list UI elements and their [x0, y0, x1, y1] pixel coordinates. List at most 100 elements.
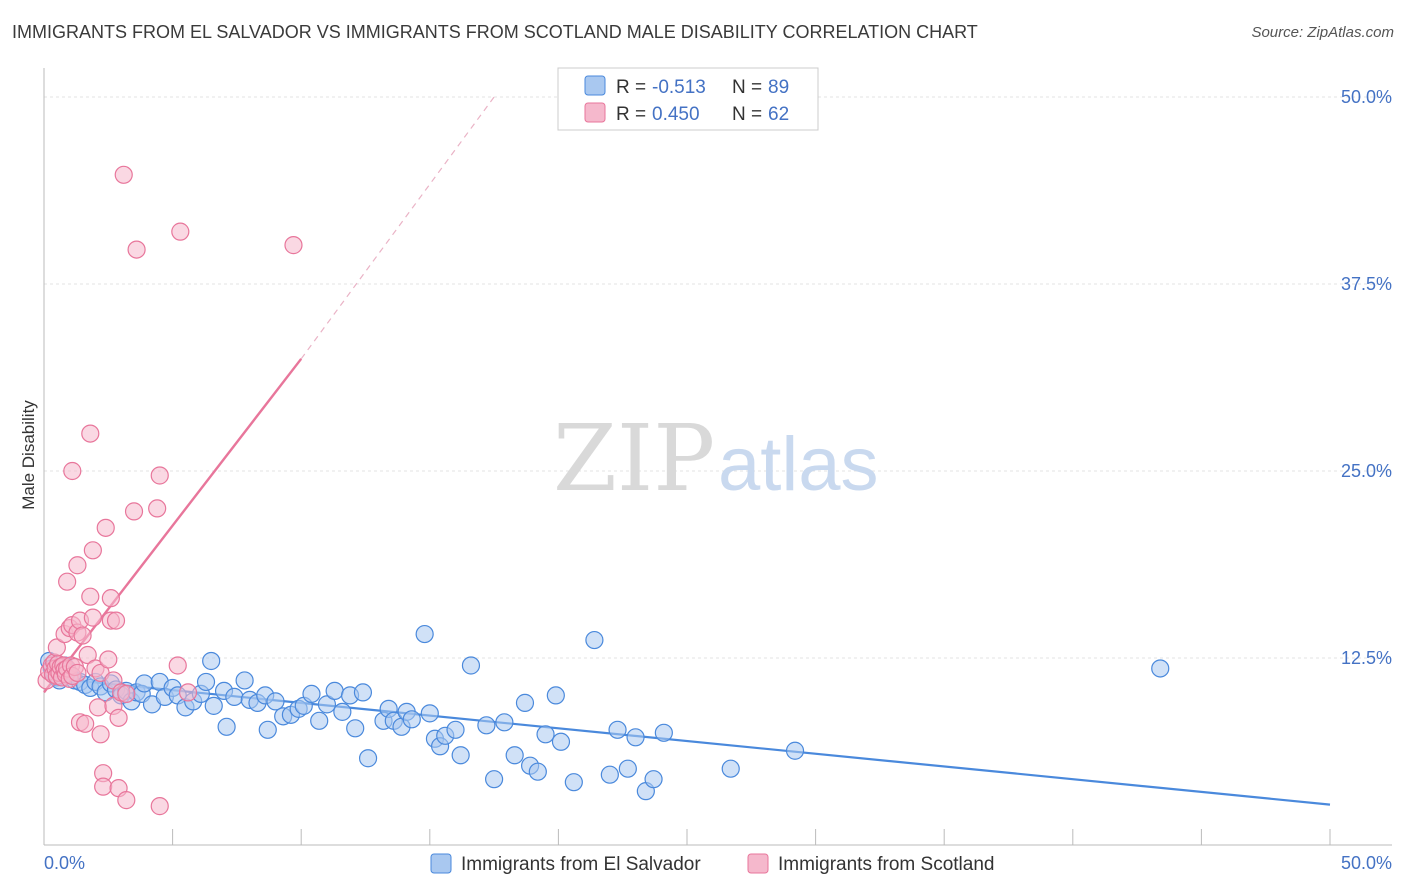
point-el-salvador-47 — [302, 684, 321, 704]
point-el-salvador-42 — [266, 692, 285, 711]
point-scotland-35 — [91, 725, 110, 744]
point-el-salvador-49 — [317, 695, 337, 714]
point-el-salvador-78 — [546, 686, 565, 705]
point-el-salvador-67 — [446, 720, 465, 739]
point-el-salvador-41 — [258, 720, 277, 739]
point-scotland-28 — [68, 556, 87, 575]
series-swatch-pink — [747, 853, 769, 874]
point-scotland-27 — [58, 572, 77, 591]
legend-r-label-2: R = — [616, 104, 646, 125]
point-scotland-51 — [124, 502, 144, 521]
point-scotland-55 — [150, 797, 169, 816]
point-el-salvador-50 — [325, 681, 344, 701]
point-el-salvador-70 — [477, 716, 496, 735]
y-tick-label-2: 37.5% — [1341, 274, 1392, 294]
point-el-salvador-90 — [785, 741, 805, 760]
point-el-salvador-85 — [626, 728, 645, 747]
point-scotland-61 — [63, 461, 82, 481]
point-scotland-54 — [150, 466, 169, 485]
point-el-salvador-81 — [585, 630, 604, 650]
watermark-zip: ZIP — [553, 405, 715, 512]
point-el-salvador-48 — [310, 711, 329, 730]
point-el-salvador-91 — [1151, 659, 1170, 678]
legend-r-label-1: R = — [616, 77, 646, 98]
point-el-salvador-55 — [358, 749, 378, 768]
point-scotland-45 — [106, 611, 126, 630]
ticks: 12.5% 25.0% 37.5% 50.0% 0.0% 50.0% — [44, 87, 1392, 873]
y-tick-label-1: 25.0% — [1341, 461, 1392, 481]
point-el-salvador-73 — [505, 746, 524, 765]
stats-legend: R = -0.513 N = 89 R = 0.450 N = 62 — [557, 67, 819, 131]
watermark-atlas: atlas — [718, 422, 879, 507]
series-swatch-blue — [430, 853, 452, 874]
point-scotland-29 — [78, 645, 97, 665]
point-scotland-58 — [178, 683, 198, 702]
point-el-salvador-71 — [485, 770, 504, 789]
point-scotland-57 — [171, 222, 190, 241]
point-el-salvador-32 — [202, 651, 221, 671]
point-el-salvador-79 — [551, 732, 571, 751]
chart-title: IMMIGRANTS FROM EL SALVADOR VS IMMIGRANT… — [12, 22, 978, 42]
point-el-salvador-68 — [451, 746, 470, 765]
point-el-salvador-63 — [420, 704, 439, 723]
point-el-salvador-82 — [600, 765, 619, 784]
point-el-salvador-88 — [654, 723, 673, 742]
point-scotland-47 — [109, 708, 128, 727]
y-tick-label-3: 50.0% — [1341, 87, 1392, 107]
point-el-salvador-84 — [618, 759, 637, 778]
point-el-salvador-72 — [495, 713, 514, 732]
point-scotland-62 — [81, 424, 100, 443]
trend-line-scotland-extension — [300, 96, 495, 360]
point-scotland-19 — [68, 663, 87, 683]
point-scotland-52 — [127, 240, 146, 259]
point-scotland-34 — [88, 698, 108, 717]
grid — [44, 96, 1392, 659]
x-tick-label-min: 0.0% — [44, 853, 85, 873]
point-scotland-26 — [73, 626, 92, 645]
point-scotland-49 — [117, 684, 136, 704]
point-scotland-31 — [83, 608, 102, 627]
point-el-salvador-61 — [402, 710, 421, 729]
source-label: Source: ZipAtlas.com — [1251, 24, 1394, 41]
point-scotland-30 — [81, 587, 100, 606]
point-scotland-40 — [99, 650, 118, 669]
point-el-salvador-89 — [721, 759, 740, 778]
legend-swatch-blue — [584, 75, 606, 96]
point-el-salvador-62 — [415, 624, 434, 644]
point-el-salvador-74 — [515, 693, 535, 712]
x-tick-label-max: 50.0% — [1341, 853, 1392, 873]
point-el-salvador-87 — [644, 770, 663, 789]
axes — [43, 68, 1392, 846]
series-legend: Immigrants from El Salvador Immigrants f… — [430, 853, 994, 875]
point-el-salvador-80 — [564, 773, 583, 792]
point-scotland-60 — [76, 714, 95, 733]
point-el-salvador-33 — [204, 696, 223, 715]
point-scotland-50 — [117, 791, 136, 810]
y-axis-label: Male Disability — [19, 400, 38, 510]
point-el-salvador-54 — [353, 683, 373, 702]
series-label-scotland: Immigrants from Scotland — [778, 854, 994, 875]
point-scotland-63 — [114, 165, 133, 184]
legend-n-label-1: N = — [732, 77, 762, 98]
y-tick-label-0: 12.5% — [1341, 648, 1392, 668]
legend-n-value-1: 89 — [768, 77, 789, 98]
legend-n-value-2: 62 — [768, 104, 789, 125]
point-el-salvador-77 — [536, 725, 555, 744]
point-el-salvador-37 — [235, 671, 254, 690]
series-label-el-salvador: Immigrants from El Salvador — [461, 854, 701, 875]
point-scotland-53 — [148, 499, 167, 518]
legend-r-value-2: 0.450 — [652, 104, 700, 125]
point-scotland-32 — [83, 541, 102, 560]
point-el-salvador-76 — [528, 762, 547, 781]
point-el-salvador-51 — [333, 702, 352, 721]
point-scotland-41 — [101, 589, 120, 608]
point-el-salvador-83 — [608, 720, 627, 739]
point-scotland-39 — [96, 518, 115, 537]
point-scotland-56 — [168, 656, 187, 675]
data-points — [37, 165, 1170, 816]
point-el-salvador-53 — [346, 719, 365, 738]
point-scotland-64 — [284, 236, 303, 255]
point-el-salvador-36 — [225, 687, 244, 706]
point-el-salvador-69 — [461, 656, 481, 675]
